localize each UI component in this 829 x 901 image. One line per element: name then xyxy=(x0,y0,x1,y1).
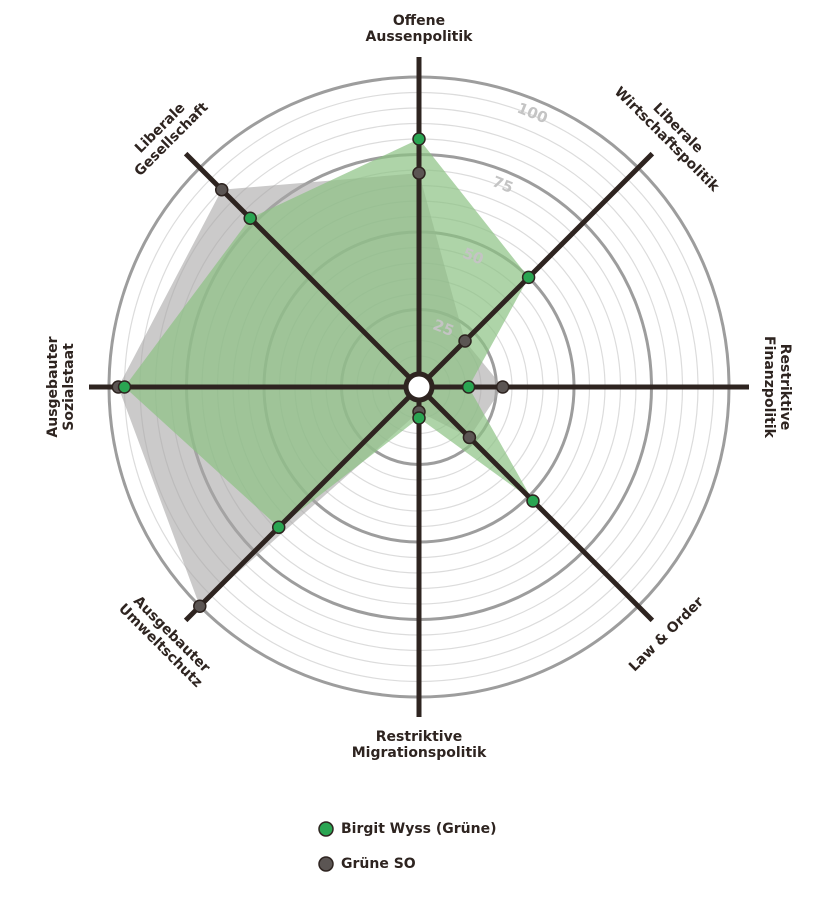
center-hub xyxy=(403,371,435,403)
category-label-line: Offene xyxy=(393,13,445,29)
category-label-line: Aussenpolitik xyxy=(366,29,474,45)
radar-area xyxy=(124,139,533,528)
tick-label: 75 xyxy=(490,172,516,197)
category-label-line: Restriktive xyxy=(777,344,793,430)
data-point xyxy=(243,211,257,225)
data-point xyxy=(214,182,229,197)
data-point xyxy=(412,411,426,425)
category-label-line: Finanzpolitik xyxy=(761,336,777,439)
axis-spoke xyxy=(417,151,655,389)
legend-marker xyxy=(318,856,334,872)
legend-label: Grüne SO xyxy=(341,856,416,872)
data-point xyxy=(526,494,540,508)
data-point xyxy=(495,380,510,394)
data-point xyxy=(521,270,536,285)
legend-label: Birgit Wyss (Grüne) xyxy=(341,821,497,837)
category-label: Ausgebauter Sozialstaat xyxy=(45,336,77,437)
data-point xyxy=(461,380,476,394)
data-point xyxy=(193,599,207,613)
legend-marker xyxy=(318,821,334,837)
data-point xyxy=(271,520,286,535)
data-point xyxy=(117,380,132,394)
category-label-line: Ausgebauter xyxy=(45,336,61,437)
data-point xyxy=(462,430,477,445)
axis-spoke xyxy=(183,385,421,623)
category-label-line: Restriktive xyxy=(376,729,462,745)
category-label-line: Migrationspolitik xyxy=(352,745,487,761)
category-label-line: Sozialstaat xyxy=(61,343,77,431)
data-point xyxy=(412,132,426,146)
data-point xyxy=(412,166,426,180)
data-point xyxy=(458,334,472,348)
